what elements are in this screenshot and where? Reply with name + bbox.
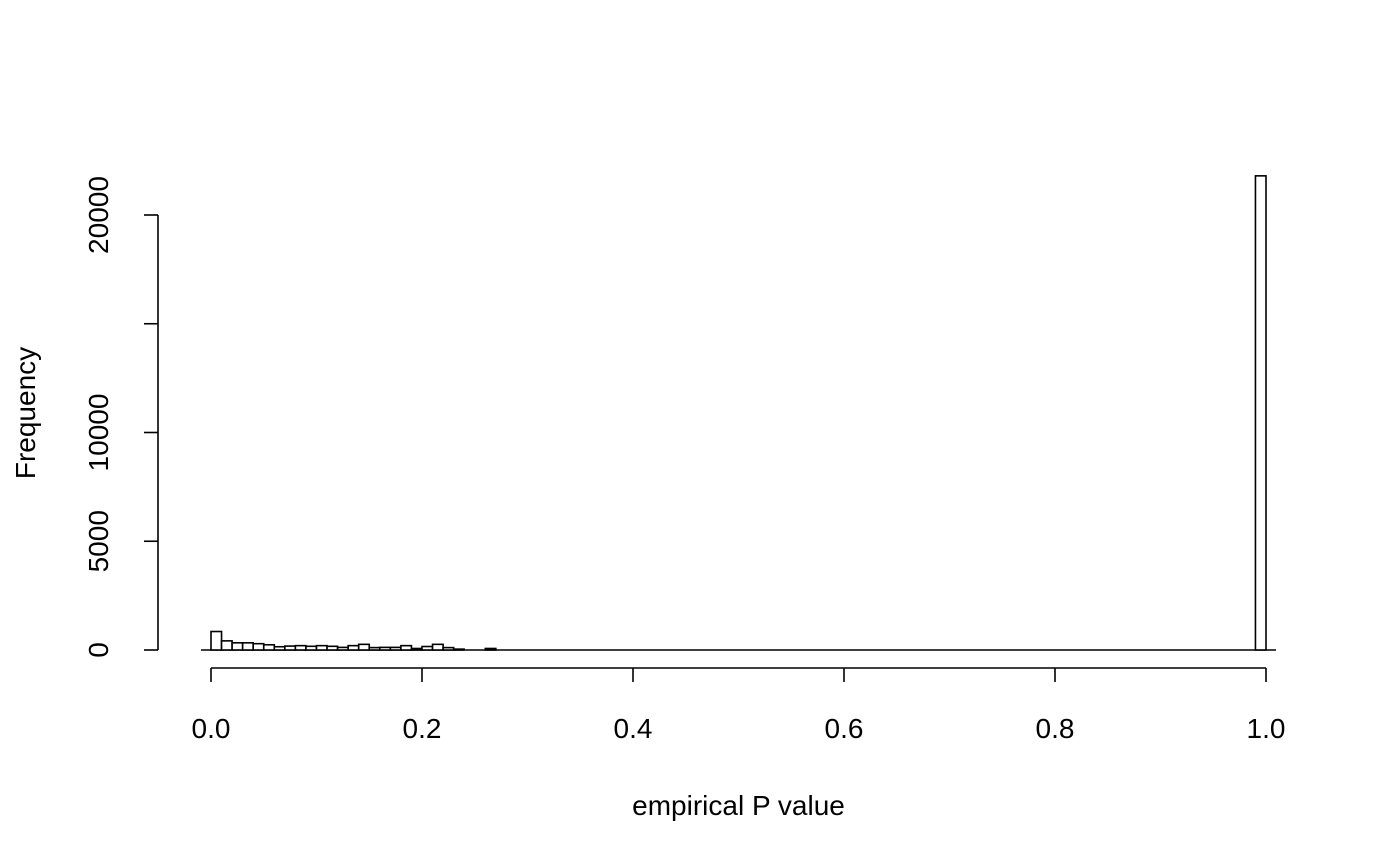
histogram-bar-5 — [262, 643, 276, 651]
histogram-bar-25 — [1254, 175, 1267, 651]
histogram-bar-15 — [368, 646, 381, 651]
y-tick-label-0: 0 — [83, 642, 114, 658]
histogram-bar-14 — [357, 643, 371, 651]
histogram-bar-19 — [410, 647, 423, 651]
histogram-bar-17 — [389, 646, 402, 651]
x-tick-label-2: 0.4 — [614, 713, 653, 744]
x-tick-label-5: 1.0 — [1247, 713, 1286, 744]
histogram-bar-4 — [252, 642, 265, 651]
histogram-bar-12 — [336, 646, 349, 651]
histogram-bar-1 — [220, 640, 233, 651]
y-tick-label-4: 20000 — [83, 176, 114, 254]
histogram-bar-22 — [442, 646, 455, 651]
histogram-bar-24 — [484, 647, 497, 651]
x-tick-label-3: 0.6 — [825, 713, 864, 744]
x-axis: 0.0 0.2 0.4 0.6 0.8 1.0 — [192, 667, 1286, 744]
histogram-bar-13 — [347, 644, 360, 651]
histogram-bar-20 — [421, 645, 434, 651]
histogram-bar-10 — [315, 644, 328, 651]
histogram-bar-11 — [326, 645, 339, 651]
histogram-bar-2 — [231, 642, 244, 651]
histogram-bar-16 — [378, 646, 392, 651]
x-tick-label-4: 0.8 — [1036, 713, 1075, 744]
y-axis: 0 5000 10000 20000 — [83, 176, 159, 658]
histogram-bars — [201, 175, 1276, 651]
y-tick-label-1: 5000 — [83, 510, 114, 572]
y-tick-label-2: 10000 — [83, 394, 114, 472]
histogram-bar-3 — [241, 642, 254, 651]
histogram-bar-0 — [210, 630, 223, 651]
histogram-bar-9 — [305, 645, 318, 651]
histogram-bar-8 — [294, 644, 307, 651]
histogram-bar-18 — [400, 644, 413, 651]
histogram-bar-23 — [452, 648, 465, 651]
x-axis-label: empirical P value — [632, 790, 845, 821]
x-tick-label-0: 0.0 — [192, 713, 231, 744]
y-axis-label: Frequency — [10, 347, 41, 479]
x-tick-label-1: 0.2 — [403, 713, 442, 744]
histogram-bar-6 — [273, 645, 286, 651]
histogram-bar-7 — [284, 645, 297, 651]
histogram-bar-21 — [431, 643, 444, 651]
